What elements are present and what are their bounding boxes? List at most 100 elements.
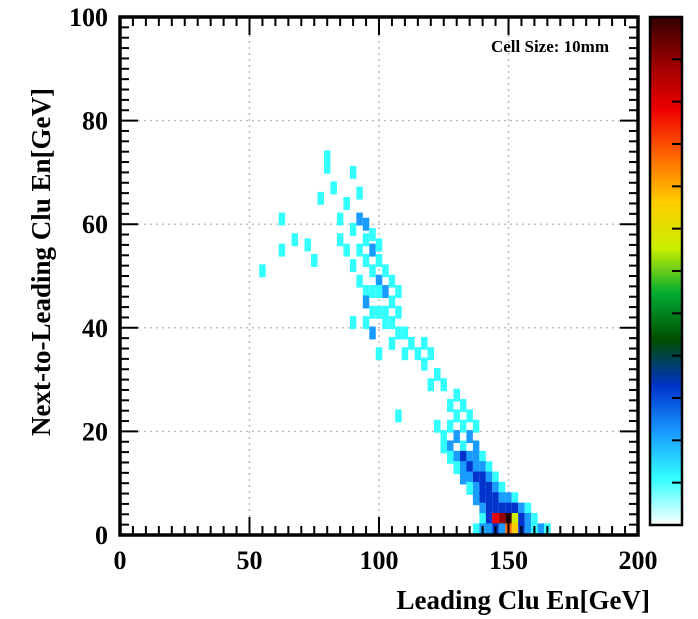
heatmap-cell <box>382 305 389 319</box>
heatmap-cell <box>498 481 506 495</box>
heatmap-cell <box>440 378 447 392</box>
x-tick-label: 200 <box>619 546 658 575</box>
heatmap-cell <box>414 347 422 361</box>
x-tick-label: 100 <box>360 546 399 575</box>
heatmap-cell <box>459 461 467 475</box>
heatmap-cell <box>375 305 383 319</box>
heatmap-cell <box>459 450 467 464</box>
heatmap-cell <box>395 409 402 423</box>
heatmap-cell <box>492 471 499 485</box>
heatmap-cell <box>362 295 370 309</box>
heatmap-cell <box>466 430 473 444</box>
heatmap-cell <box>498 512 506 526</box>
heatmap-cell <box>369 285 376 299</box>
heatmap-cell <box>485 471 493 485</box>
heatmap-cell <box>479 492 486 506</box>
heatmap-cell <box>472 419 480 433</box>
y-tick-label: 80 <box>82 107 108 136</box>
heatmap-cell <box>446 419 454 433</box>
heatmap-cell <box>382 316 389 330</box>
heatmap-cell <box>479 450 486 464</box>
heatmap-cell <box>485 492 493 506</box>
heatmap-cell <box>440 430 447 444</box>
heatmap-cell <box>369 305 376 319</box>
heatmap-cell <box>466 461 473 475</box>
heatmap-cell <box>434 419 441 433</box>
tick-labels: 0 50 100 150 200 0 20 40 60 80 100 <box>69 3 658 575</box>
heatmap-cell <box>382 264 389 278</box>
heatmap-cell <box>369 243 376 257</box>
heatmap-cell <box>388 336 396 350</box>
heatmap-cell <box>446 450 454 464</box>
heatmap-cell <box>472 492 480 506</box>
y-tick-label: 0 <box>95 521 108 550</box>
heatmap-cell <box>375 347 383 361</box>
heatmap-cell <box>323 150 331 164</box>
heatmap-cell <box>388 295 396 309</box>
colorbar <box>648 15 684 527</box>
heatmap-cell <box>388 316 396 330</box>
heatmap-cell <box>466 409 473 423</box>
heatmap-cell <box>362 233 370 247</box>
x-tick-label: 50 <box>237 546 263 575</box>
heatmap-cell <box>395 326 402 340</box>
heatmap-cell <box>479 461 486 475</box>
heatmap-cell <box>401 347 409 361</box>
axis-ticks <box>119 16 639 536</box>
heatmap-cell <box>485 523 493 537</box>
heatmap-cell <box>349 165 357 179</box>
heatmap-cell <box>446 399 454 412</box>
heatmap-cell <box>375 274 383 288</box>
heatmap-cell <box>466 481 473 495</box>
heatmap-cell <box>356 212 363 226</box>
heatmap-cell <box>330 181 337 195</box>
heatmap-cell <box>427 378 435 392</box>
heatmap-cell <box>395 285 402 299</box>
heatmap-cell <box>311 253 318 267</box>
heatmap-cell <box>304 238 312 252</box>
heatmap-cell <box>369 326 376 340</box>
heatmap-cell <box>537 523 545 537</box>
heatmap-cell <box>336 212 344 226</box>
heatmap-cell <box>479 512 486 526</box>
heatmap-cell <box>375 285 383 299</box>
heatmap-cell <box>498 492 506 506</box>
heatmap-cell <box>440 440 447 454</box>
heatmap-cell <box>518 502 525 516</box>
heatmap-cell <box>349 316 357 330</box>
heatmap-cell <box>485 502 493 516</box>
heatmap-cell <box>472 461 480 475</box>
heatmap-cell <box>343 197 350 210</box>
heatmap-cell <box>531 512 538 526</box>
heatmap-cell <box>421 357 428 371</box>
y-tick-label: 60 <box>82 210 108 239</box>
heatmap-cell <box>421 336 428 350</box>
heatmap-cell <box>362 253 370 267</box>
heatmap-cell <box>524 523 532 537</box>
heatmap-cell <box>375 238 383 252</box>
heatmap-cell <box>349 259 357 273</box>
heatmap-cell <box>356 243 363 257</box>
cell-size-annotation: Cell Size: 10mm <box>491 37 609 56</box>
heatmap-cell <box>317 191 324 205</box>
heatmap-cell <box>485 512 493 526</box>
heatmap-cell <box>356 274 363 288</box>
heatmap-cell <box>472 471 480 485</box>
heatmap-cell <box>278 243 286 257</box>
heatmap-cell <box>498 523 506 537</box>
heatmap-cell <box>453 409 460 423</box>
heatmap-cell <box>492 512 499 526</box>
heatmap-cell <box>479 471 486 485</box>
heatmap-cell <box>362 285 370 299</box>
x-tick-label: 150 <box>489 546 528 575</box>
heatmap-cell <box>408 336 415 350</box>
heatmap-cell <box>382 285 389 299</box>
heatmap-cell <box>498 502 506 516</box>
y-tick-label: 20 <box>82 417 108 446</box>
heatmap-cell <box>479 481 486 495</box>
heatmap-cell <box>505 502 512 516</box>
heatmap-cell <box>472 450 480 464</box>
heatmap-cell <box>479 502 486 516</box>
heatmap-cell <box>336 233 344 247</box>
